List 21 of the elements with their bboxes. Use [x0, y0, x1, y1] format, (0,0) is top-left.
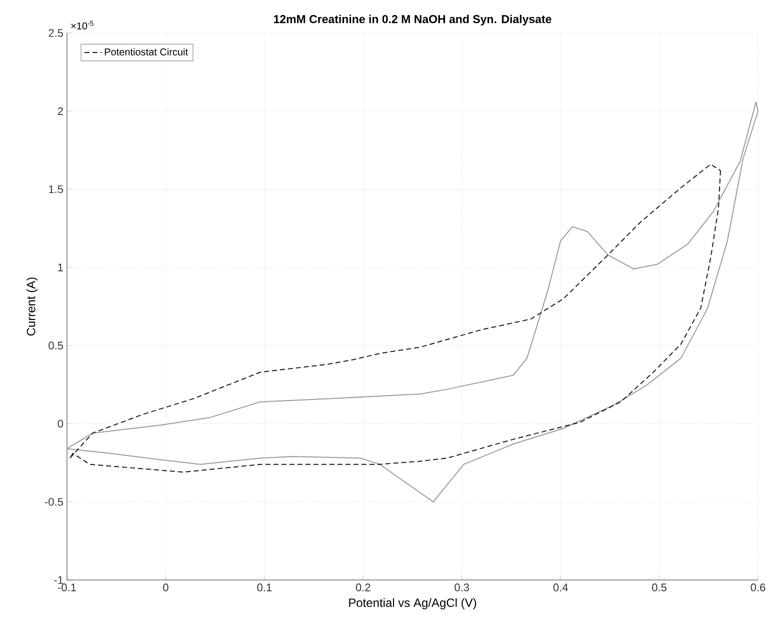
x-tick-label: 0.6	[750, 584, 766, 592]
y-tick-label: -1	[54, 576, 63, 584]
text: ×10$^{-5}$	[71, 20, 94, 30]
y-tick-label: 1.5	[49, 185, 64, 194]
x-tick-label: 0.5	[652, 584, 666, 592]
x-tick-label: 0.2	[356, 584, 370, 592]
legend-label: Potentiostat Circuit	[104, 48, 188, 56]
x-tick-label: -0.1	[58, 584, 76, 592]
x-tick-label: 0.4	[553, 584, 568, 592]
y-tick-label: 0.5	[48, 342, 64, 350]
x-tick-label: 0.1	[257, 584, 272, 592]
y-tick-label: -0.5	[45, 498, 63, 506]
y-tick-label: 2.5	[48, 29, 64, 37]
x-tick-label: 0.3	[454, 584, 470, 592]
x-axis-title: Potential vs Ag/AgCl (V)	[349, 598, 476, 610]
chart-title: 12mM Creatinine in 0.2 M NaOH and Syn. Dialysate	[274, 14, 552, 26]
x-tick-label: 0	[163, 584, 168, 592]
y-tick-label: 2	[58, 107, 63, 115]
y-tick-label: 1	[58, 264, 63, 272]
y-tick-label: 0	[58, 420, 64, 428]
y-axis-title: Current (A)	[26, 278, 38, 336]
